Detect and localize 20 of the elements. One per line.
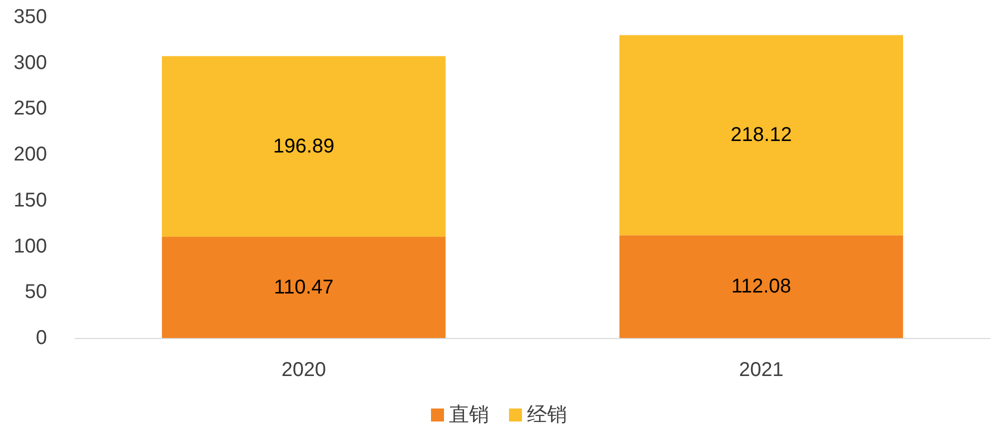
y-tick-label: 350 bbox=[14, 6, 47, 28]
bar bbox=[619, 35, 904, 236]
bar bbox=[619, 235, 904, 338]
data-label: 110.47 bbox=[274, 276, 334, 298]
y-tick-label: 100 bbox=[14, 235, 47, 258]
data-label: 196.89 bbox=[273, 135, 334, 158]
y-tick-label: 0 bbox=[36, 327, 47, 349]
bar bbox=[162, 236, 446, 338]
y-tick-label: 150 bbox=[14, 189, 47, 212]
bar bbox=[162, 56, 446, 237]
y-tick-label: 50 bbox=[24, 281, 47, 304]
x-tick-label: 2020 bbox=[282, 359, 326, 381]
data-label: 218.12 bbox=[730, 124, 792, 146]
legend-label: 经销 bbox=[527, 404, 567, 426]
y-tick-label: 300 bbox=[14, 52, 47, 74]
y-tick-label: 200 bbox=[14, 144, 47, 166]
x-tick-label: 2021 bbox=[739, 359, 784, 381]
legend-label: 直销 bbox=[449, 404, 489, 426]
y-tick-label: 250 bbox=[14, 98, 47, 120]
data-label: 112.08 bbox=[731, 276, 792, 298]
